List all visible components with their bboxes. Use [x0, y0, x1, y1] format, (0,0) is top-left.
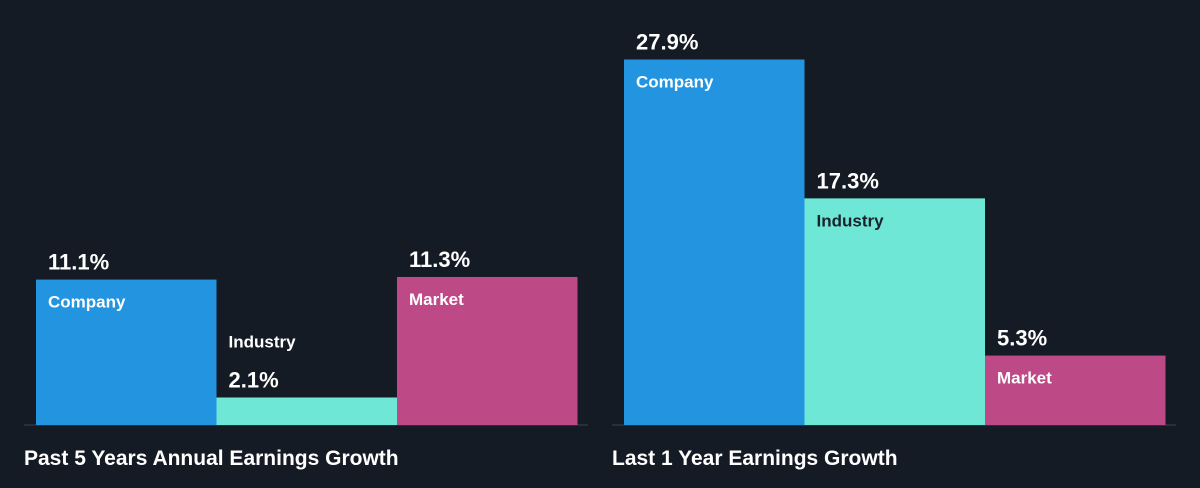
- chart-panel-last-1-year: Last 1 Year Earnings Growth 27.9% Company…: [612, 30, 1176, 470]
- bar-company: [624, 59, 805, 425]
- category-label-industry: Industry: [229, 332, 297, 351]
- bar-industry: [216, 397, 397, 425]
- bar-industry: [804, 198, 985, 425]
- data-label-company: 27.9%: [636, 30, 698, 55]
- bar-market: [985, 355, 1166, 425]
- chart-panel-past-5-years: Past 5 Years Annual Earnings Growth 11.1…: [24, 247, 588, 470]
- category-label-company: Company: [48, 293, 126, 312]
- data-label-industry: 17.3%: [817, 168, 879, 193]
- bar-market: [397, 276, 578, 425]
- category-label-market: Market: [409, 290, 464, 309]
- category-label-company: Company: [636, 73, 714, 92]
- data-label-company: 11.1%: [48, 250, 109, 275]
- data-label-market: 11.3%: [409, 247, 470, 272]
- chart-title: Past 5 Years Annual Earnings Growth: [24, 447, 399, 470]
- bar-company: [36, 279, 217, 425]
- category-label-industry: Industry: [817, 211, 885, 230]
- data-label-market: 5.3%: [997, 326, 1047, 351]
- chart-title: Last 1 Year Earnings Growth: [612, 447, 898, 470]
- data-label-industry: 2.1%: [229, 367, 279, 392]
- category-label-market: Market: [997, 369, 1052, 388]
